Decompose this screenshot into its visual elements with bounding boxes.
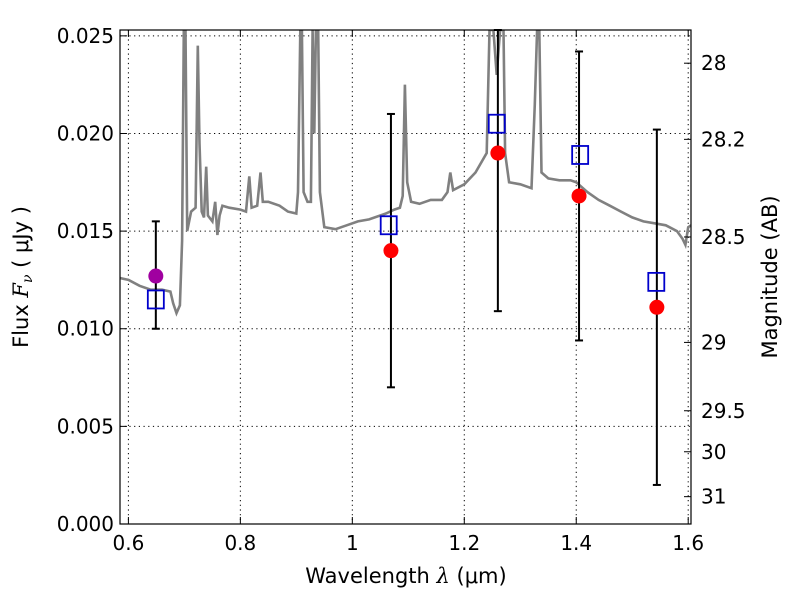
y-tick-label: 0.020 [57,121,114,145]
y-tick-label: 0.010 [57,317,114,341]
x-tick-label: 1.2 [448,531,480,555]
x-axis-label: Wavelength λ (μm) [305,564,506,588]
observed-point [148,268,164,284]
model-point [487,113,506,134]
y2-tick-label: 31 [701,485,726,509]
observed-point [490,145,506,161]
x-tick-label: 1 [346,531,359,555]
model-point [647,271,666,292]
model-point [571,145,590,165]
x-tick-label: 0.8 [224,531,256,555]
y2-tick-labels: 28 28.2 28.5 29 29.5 30 31 [701,51,746,508]
y-tick-label: 0.025 [57,24,114,48]
observed-point [571,188,587,204]
x-tick-labels: 0.6 0.8 1 1.2 1.4 1.6 [112,531,704,555]
y2-tick-label: 30 [701,440,726,464]
x-tick-label: 1.6 [672,531,704,555]
model-point [146,289,165,310]
ticks [120,30,691,525]
observed-points [148,145,665,315]
y2-axis-label: Magnitude (AB) [758,195,782,358]
observed-point [383,243,399,259]
y2-tick-label: 29.5 [701,399,746,423]
spectrum-line [120,30,691,317]
y2-tick-label: 28.2 [701,127,746,151]
model-points [146,113,666,310]
model-point [379,215,398,236]
plot-frame [119,29,692,525]
y-axis-label: Flux Fν ( μJy ) [9,206,36,348]
x-tick-label: 1.4 [560,531,592,555]
observed-point [649,299,665,315]
x-tick-label: 0.6 [112,531,144,555]
y-tick-label: 0.015 [57,219,114,243]
y2-tick-label: 29 [701,330,726,354]
y-tick-label: 0.000 [57,512,114,536]
y-tick-labels: 0.000 0.005 0.010 0.015 0.020 0.025 [57,24,114,536]
y-tick-label: 0.005 [57,414,114,438]
y2-tick-label: 28 [701,51,726,75]
y2-tick-label: 28.5 [701,225,746,249]
